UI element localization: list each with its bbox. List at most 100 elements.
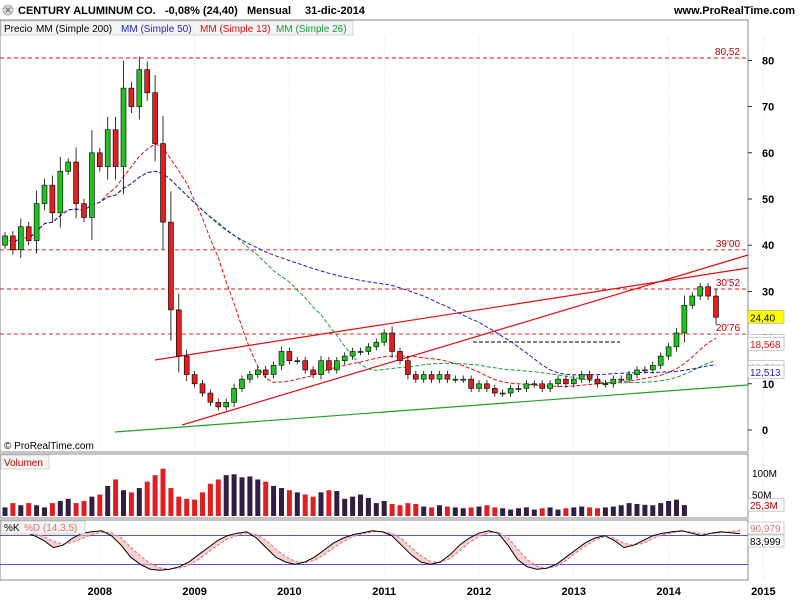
volume-bar [579, 506, 585, 516]
candle [499, 389, 506, 397]
volume-bar [350, 496, 356, 516]
price-badge: 18,568 [747, 336, 785, 351]
candle [262, 366, 269, 379]
volume-bar [587, 507, 593, 516]
volume-bar [302, 494, 308, 516]
volume-bar [618, 505, 624, 516]
trendline-upper [154, 267, 749, 361]
candle [112, 116, 119, 180]
candle [642, 366, 648, 374]
candle [10, 231, 16, 255]
candle [128, 81, 135, 114]
candle [412, 370, 419, 383]
candle [649, 361, 656, 374]
stoch-d-badge: 90,979 [747, 521, 785, 535]
candle [697, 283, 704, 300]
stoch-title-k[interactable]: %K [4, 523, 20, 534]
volume-bar [508, 509, 514, 516]
volume-bar [650, 505, 656, 516]
volume-bar [57, 500, 63, 516]
candle [168, 191, 174, 341]
volume-bar [223, 475, 229, 516]
candle [578, 370, 585, 383]
volume-bar [452, 507, 458, 516]
candle [681, 295, 688, 343]
y-axis-tick-50: 50 [762, 194, 774, 206]
stoch-title-d[interactable]: %D (14,3,5) [24, 523, 77, 534]
candle [120, 60, 127, 195]
x-axis-label-2011: 2011 [372, 586, 396, 598]
candle [152, 74, 158, 162]
candle [341, 352, 348, 365]
candle [381, 329, 388, 346]
x-axis-label-2010: 2010 [277, 586, 301, 598]
instrument-title: CENTURY ALUMINUM CO. [18, 5, 156, 17]
candle [618, 375, 625, 383]
candle [239, 375, 245, 393]
legend-sma50[interactable]: MM (Simple 50) [121, 24, 192, 35]
hline-label-30'52: 30'52 [716, 278, 741, 289]
volume-bar [389, 503, 395, 516]
volume-bar [342, 498, 348, 516]
volume-bar [65, 498, 71, 516]
volume-bar [365, 497, 371, 516]
volume-bar [207, 483, 213, 516]
candle [626, 370, 632, 383]
volume-bar [318, 492, 324, 516]
volume-bar [429, 507, 435, 516]
volume-bar [484, 505, 490, 516]
volume-last-badge: 25,3M [747, 497, 785, 512]
volume-bar [444, 506, 450, 516]
volume-bar [642, 504, 648, 516]
volume-bar [184, 498, 190, 516]
legend-sma26[interactable]: MM (Simple 26) [276, 24, 347, 35]
volume-bar [681, 505, 687, 516]
x-axis-label-2013: 2013 [562, 586, 586, 598]
candle [452, 375, 459, 383]
candle [65, 158, 71, 175]
candle [586, 370, 593, 383]
volume-bar [294, 492, 300, 516]
price-change: -0,08% (24,40) [165, 5, 238, 17]
candle [634, 366, 640, 379]
y-axis-tick-10: 10 [762, 379, 774, 391]
stoch-d-line [4, 529, 741, 570]
volume-bar [602, 507, 608, 516]
stoch-k-badge: 83,999 [747, 534, 785, 548]
candle [310, 366, 316, 379]
svg-text:83,999: 83,999 [750, 537, 781, 548]
volume-bar [49, 503, 55, 516]
svg-text:18,568: 18,568 [750, 340, 781, 351]
volume-bar [563, 508, 569, 516]
legend-sma13[interactable]: MM (Simple 13) [200, 24, 271, 35]
volume-bar [437, 505, 442, 516]
volume-bar [500, 508, 506, 516]
y-axis-tick-80: 80 [762, 55, 774, 67]
candle [231, 383, 237, 408]
candle [57, 156, 64, 228]
svg-text:25,3M: 25,3M [750, 501, 778, 512]
candle [89, 130, 95, 241]
volume-bar [310, 496, 316, 516]
trendline-support [114, 384, 749, 433]
hline-label-39'00: 39'00 [716, 239, 741, 250]
y-axis-tick-70: 70 [762, 102, 774, 114]
volume-bar [571, 507, 577, 516]
legend-price[interactable]: Precio [4, 24, 33, 35]
candle [199, 380, 206, 397]
site-link[interactable]: www.ProRealTime.com [673, 5, 795, 17]
candle [25, 221, 32, 246]
chart-date: 31-dic-2014 [305, 5, 366, 17]
volume-title[interactable]: Volumen [4, 458, 43, 469]
volume-bar [373, 503, 379, 516]
volume-bar [326, 490, 332, 516]
volume-bar [634, 503, 640, 516]
volume-bar [113, 479, 119, 516]
volume-bar [516, 508, 521, 516]
legend-sma200[interactable]: MM (Simple 200) [36, 24, 112, 35]
volume-bar [271, 485, 277, 516]
price-badge: 12,513 [747, 364, 785, 379]
candle [563, 375, 569, 388]
header-close-icon[interactable] [2, 4, 14, 16]
